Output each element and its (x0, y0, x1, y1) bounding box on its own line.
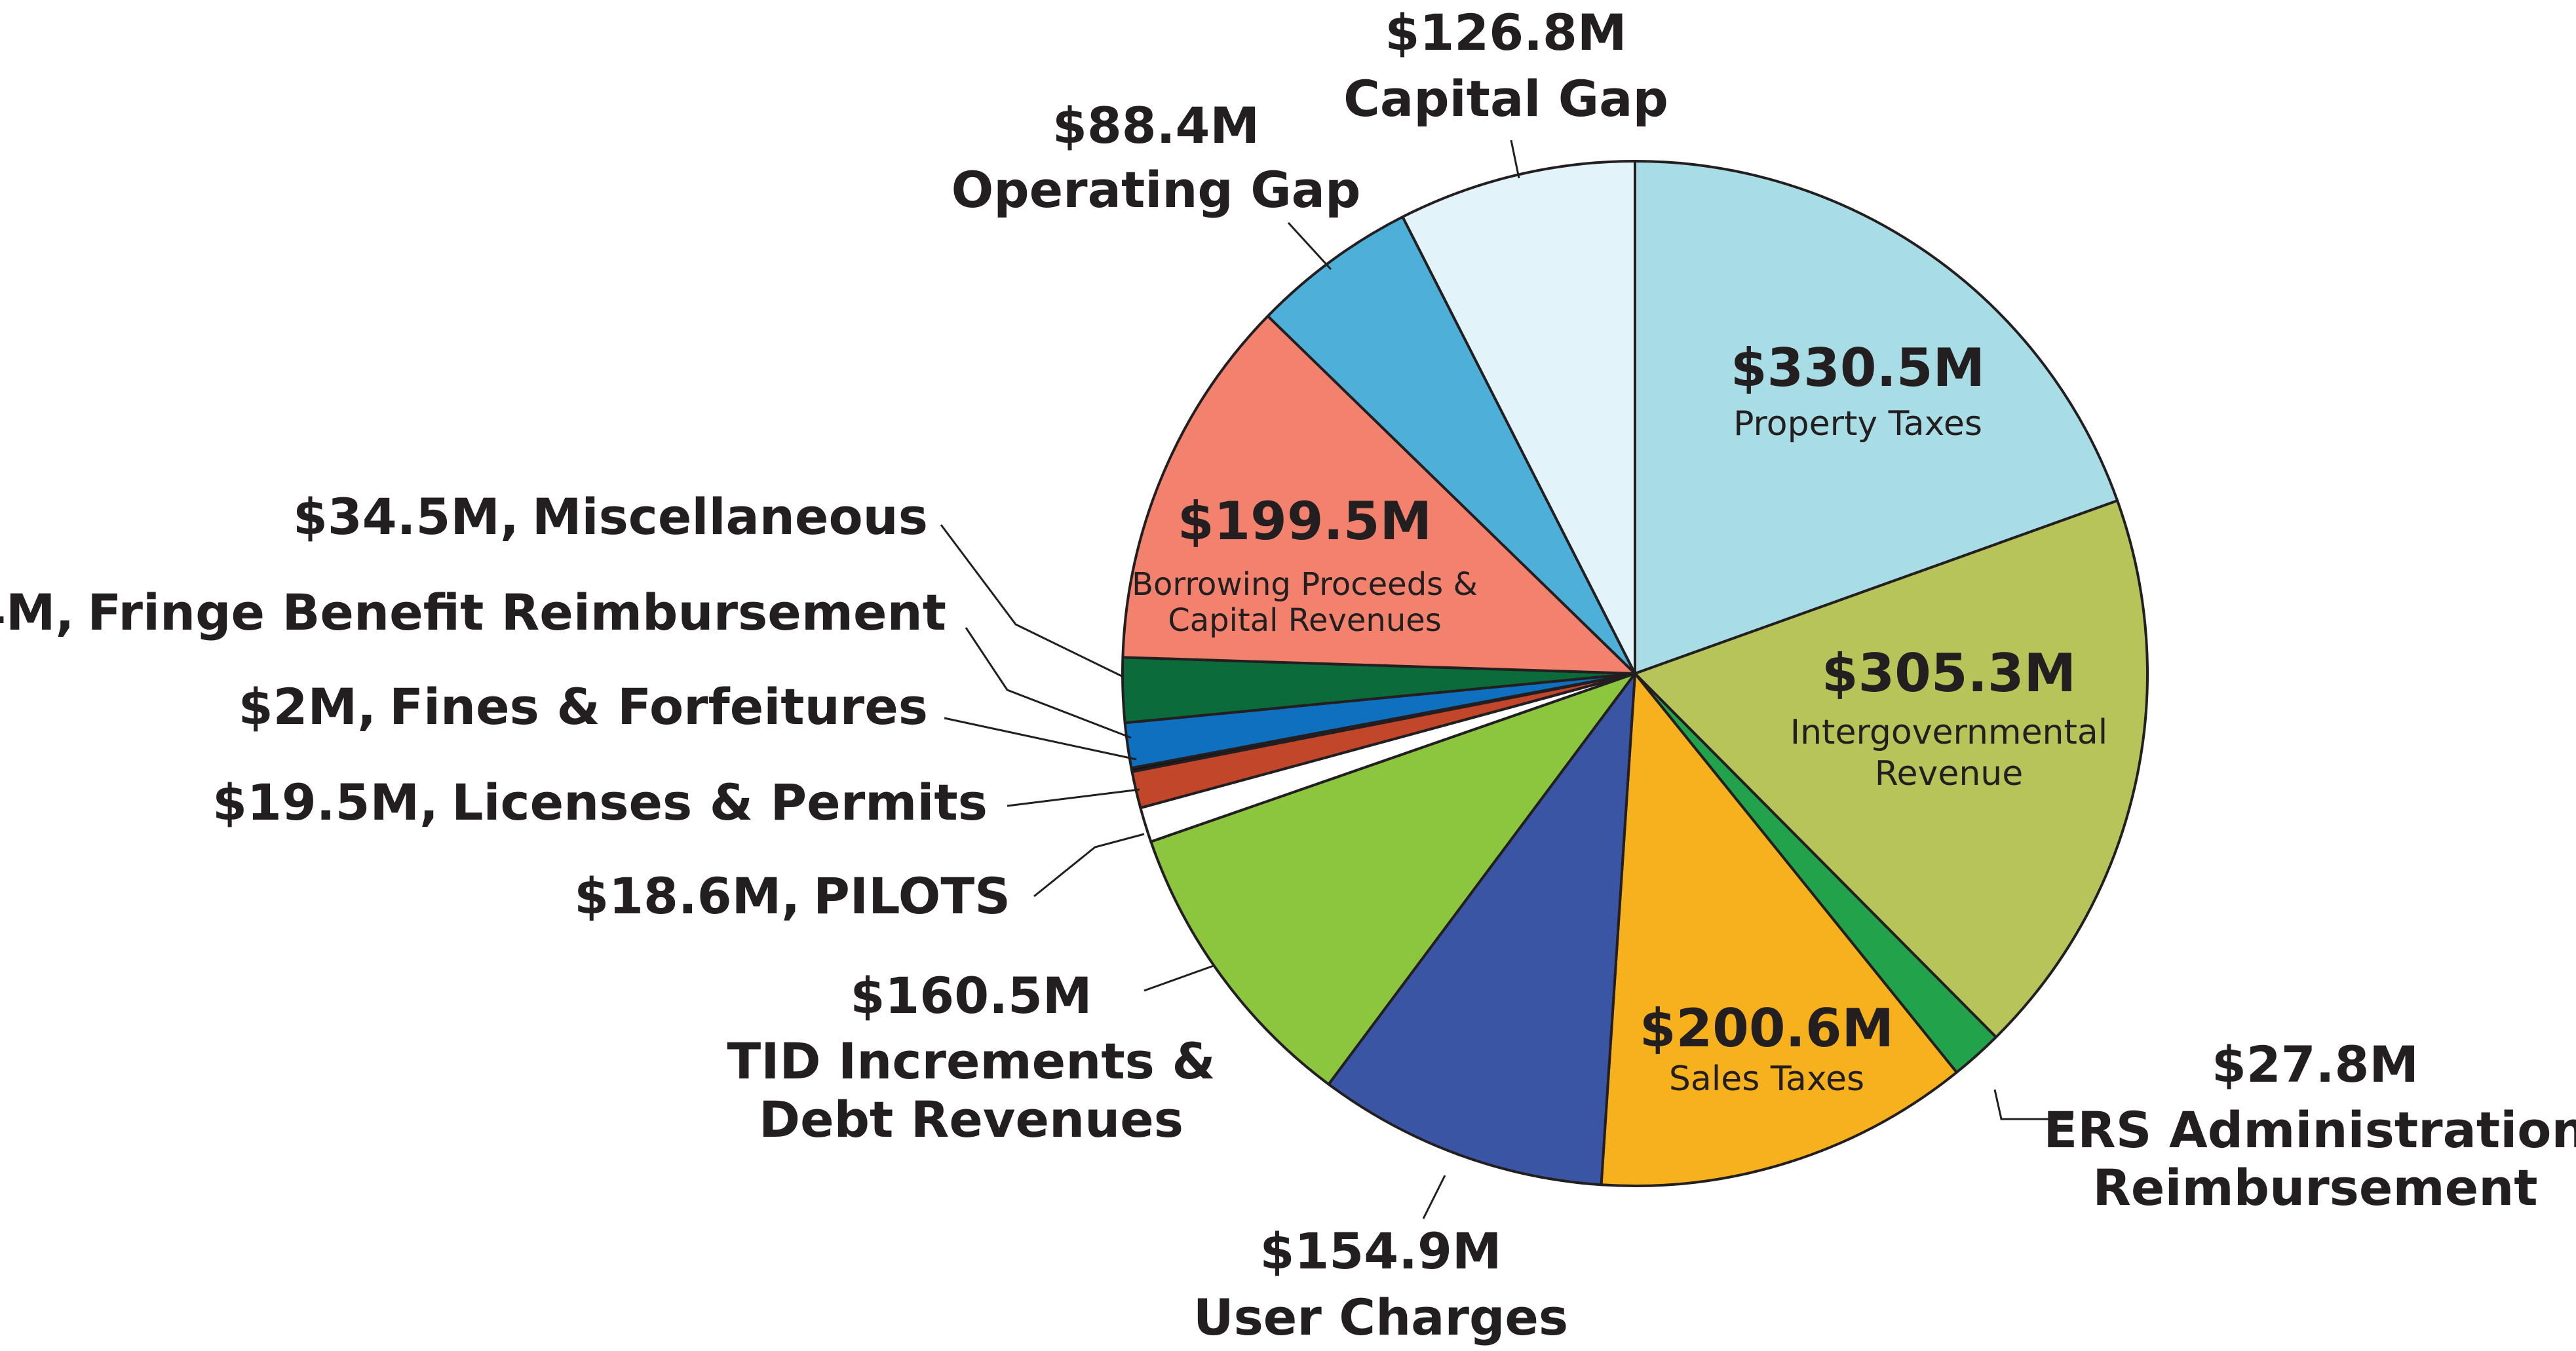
category-label: ERS Administration Reimbursement (2043, 1101, 2576, 1217)
category-label: TID Increments & Debt Revenues (727, 1032, 1215, 1149)
category-label: Borrowing Proceeds & Capital Revenues (1132, 566, 1478, 639)
leader-line (1510, 140, 1520, 179)
value-label: $18.6M, (574, 867, 800, 925)
value-label: $154.9M (1260, 1222, 1502, 1280)
leader-line (1144, 964, 1214, 992)
category-label: Sales Taxes (1669, 1059, 1864, 1099)
pie-slice (1634, 499, 2149, 1038)
labels: $330.5M Property Taxes $305.3M Intergovernm… (0, 3, 2576, 1346)
leader-line (940, 524, 1124, 678)
pie-slice (1121, 314, 1636, 675)
value-label: $88.4M (1052, 96, 1259, 155)
leader-line (1287, 221, 1332, 271)
value-label: $160.5M (851, 966, 1092, 1025)
pie (1121, 160, 2149, 1187)
category-label: User Charges (1193, 1288, 1568, 1346)
value-label: $330.5M (1731, 337, 1985, 398)
value-label: $24M, (0, 583, 74, 641)
category-label: Fines & Forfeitures (389, 677, 928, 736)
category-label: Capital Gap (1343, 69, 1668, 128)
category-label: Licenses & Permits (452, 773, 988, 831)
value-label: $19.5M, (212, 773, 438, 831)
slice-label: $2M, Fines & Forfeitures (239, 677, 928, 736)
category-line: Borrowing Proceeds & (1132, 566, 1478, 603)
value-label: $126.8M (1385, 3, 1627, 62)
category-label: Property Taxes (1733, 404, 1982, 444)
leader-line (1033, 833, 1145, 898)
value-label: $305.3M (1822, 643, 2076, 704)
category-label: PILOTS (813, 867, 1010, 925)
category-line: Debt Revenues (759, 1090, 1183, 1149)
slice-label: $24M,Fringe Benefit Reimbursement (0, 583, 946, 641)
category-label: Intergovernmental Revenue (1790, 713, 2107, 793)
slice-label: $34.5M, Miscellaneous (293, 487, 928, 546)
pie-slice (1600, 672, 1958, 1187)
pie-slice (1327, 672, 1636, 1187)
pie-slice (1149, 672, 1636, 1086)
leader-line (1993, 1089, 2073, 1120)
pie-slice (1634, 160, 2119, 675)
value-label: $27.8M (2212, 1035, 2419, 1094)
leader-line (1007, 788, 1140, 807)
value-label: $34.5M, (293, 487, 519, 546)
slice-label: $19.5M, Licenses & Permits (212, 773, 988, 831)
value-label: $200.6M (1640, 998, 1894, 1059)
category-line: Capital Revenues (1168, 602, 1442, 639)
leader-line (965, 627, 1132, 739)
category-label: Operating Gap (952, 161, 1361, 219)
category-label: Fringe Benefit Reimbursement (87, 583, 946, 641)
category-line: ERS Administration (2043, 1101, 2576, 1159)
leader-line (1422, 1175, 1446, 1219)
slice-label: $18.6M, PILOTS (574, 867, 1010, 925)
pie-slice (1401, 160, 1636, 675)
value-label: $2M, (239, 677, 376, 736)
leader-line (944, 717, 1137, 761)
category-line: TID Increments & (727, 1032, 1215, 1090)
category-label: Miscellaneous (532, 487, 928, 546)
category-line: Revenue (1875, 754, 2023, 793)
category-line: Reimbursement (2092, 1158, 2537, 1217)
value-label: $199.5M (1178, 491, 1432, 552)
category-line: Intergovernmental (1790, 713, 2107, 752)
pie-slice (1266, 216, 1636, 675)
